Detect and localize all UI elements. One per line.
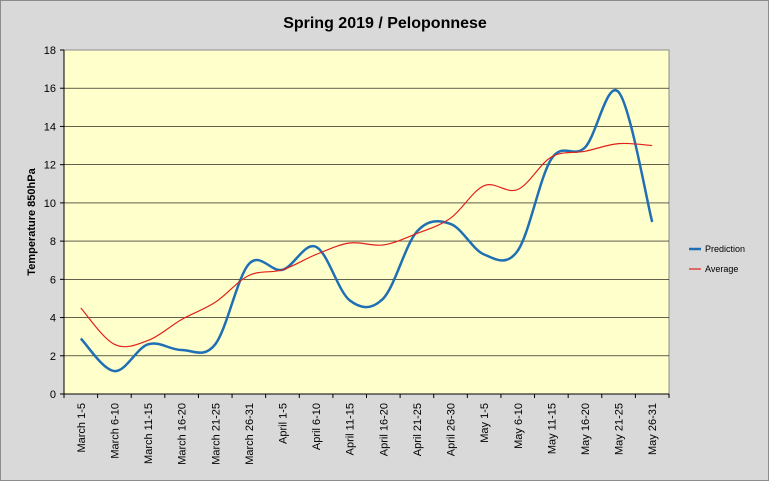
x-tick-label: April 1-5 xyxy=(277,403,289,444)
x-tick-label: May 1-5 xyxy=(479,403,491,443)
x-tick-label: May 16-20 xyxy=(580,403,592,455)
x-tick-label: May 26-31 xyxy=(647,403,659,455)
y-tick-label: 4 xyxy=(50,313,56,325)
y-tick-label: 6 xyxy=(50,274,56,286)
series-layer xyxy=(79,88,654,373)
series-line-average xyxy=(80,142,653,348)
legend: Prediction Average xyxy=(689,244,745,274)
y-tick-label: 2 xyxy=(50,351,56,363)
y-tick-label: 8 xyxy=(50,236,56,248)
legend-label-prediction: Prediction xyxy=(705,244,745,254)
plot-area xyxy=(63,49,670,395)
y-tick-label: 16 xyxy=(44,83,56,95)
x-tick-label: March 1-5 xyxy=(76,403,88,453)
y-tick-label: 12 xyxy=(44,160,56,172)
x-tick-label: March 11-15 xyxy=(143,403,155,464)
x-tick-label: March 6-10 xyxy=(109,403,121,459)
x-tick-label: May 21-25 xyxy=(614,403,626,455)
x-axis-ticks: March 1-5 March 6-10 March 11-15 March 16-2… xyxy=(63,394,670,465)
grid-lines xyxy=(64,87,669,357)
y-tick-label: 0 xyxy=(50,389,56,401)
y-tick-label: 14 xyxy=(44,121,56,133)
x-tick-label: April 6-10 xyxy=(311,403,323,450)
x-tick-label: April 26-30 xyxy=(446,403,458,456)
y-axis-title: Temperature 850hPa xyxy=(26,167,38,275)
series-line-prediction xyxy=(79,88,654,373)
x-tick-label: May 6-10 xyxy=(513,403,525,449)
legend-label-average: Average xyxy=(705,264,738,274)
x-tick-label: April 11-15 xyxy=(345,403,357,455)
y-tick-label: 18 xyxy=(44,45,56,57)
y-tick-label: 10 xyxy=(44,198,56,210)
x-tick-label: March 21-25 xyxy=(210,403,222,465)
x-tick-label: May 11-15 xyxy=(546,403,558,454)
x-tick-label: March 26-31 xyxy=(244,403,256,465)
x-tick-label: April 16-20 xyxy=(378,403,390,456)
chart-title: Spring 2019 / Peloponnese xyxy=(283,15,487,32)
x-tick-label: March 16-20 xyxy=(177,403,189,465)
x-tick-label: April 21-25 xyxy=(412,403,424,456)
